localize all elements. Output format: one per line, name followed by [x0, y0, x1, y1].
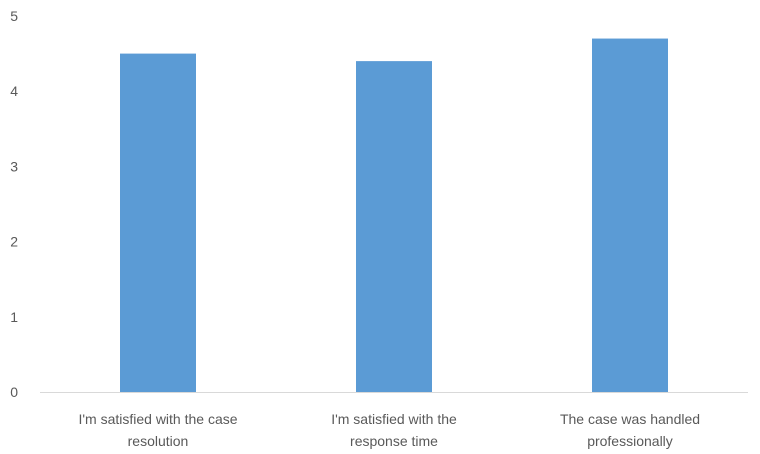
bars [120, 38, 668, 393]
y-tick-label: 5 [10, 8, 18, 24]
bar [120, 53, 196, 392]
x-tick-label-line: resolution [128, 433, 189, 449]
y-tick-label: 0 [10, 384, 18, 400]
x-tick-label: The case was handled professionally [560, 411, 700, 449]
x-tick-label-line: professionally [587, 433, 673, 449]
y-tick-label: 2 [10, 234, 18, 250]
y-axis-tick-labels: 0 1 2 3 4 5 [10, 8, 18, 400]
x-tick-label-line: The case was handled [560, 411, 700, 427]
y-tick-label: 1 [10, 309, 18, 325]
y-tick-label: 3 [10, 158, 18, 174]
x-tick-label-line: I'm satisfied with the case [78, 411, 237, 427]
x-tick-label-line: response time [350, 433, 438, 449]
x-tick-label: I'm satisfied with the case resolution [78, 411, 237, 449]
x-axis-category-labels: I'm satisfied with the case resolutionI'm… [78, 411, 700, 449]
y-tick-label: 4 [10, 83, 18, 99]
bar [356, 61, 432, 393]
x-tick-label-line: I'm satisfied with the [331, 411, 457, 427]
x-tick-label: I'm satisfied with the response time [331, 411, 457, 449]
bar [592, 38, 668, 393]
